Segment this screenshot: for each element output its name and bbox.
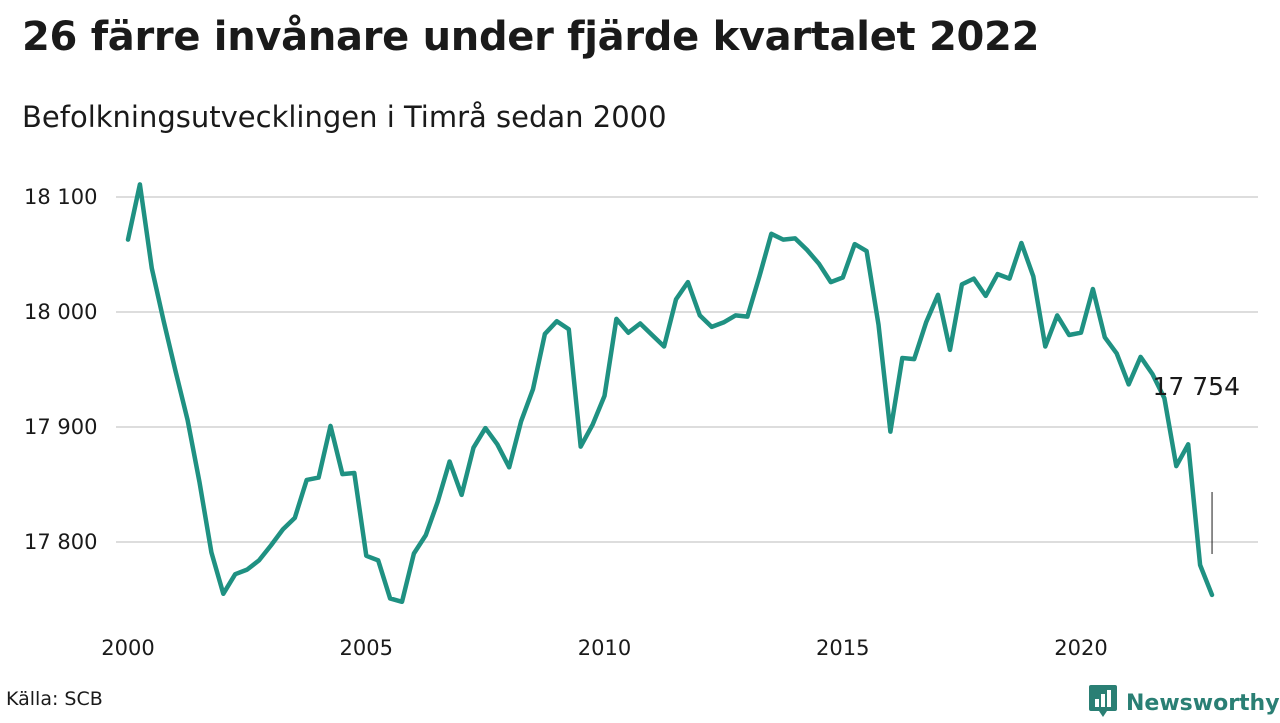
y-tick-label: 17 800 (24, 530, 97, 554)
chart-subtitle: Befolkningsutvecklingen i Timrå sedan 20… (22, 100, 667, 134)
y-axis-ticks: 17 800 17 900 18 000 18 100 (24, 185, 97, 554)
x-tick-label: 2005 (340, 636, 393, 660)
series-layer (125, 182, 1215, 605)
x-tick-label: 2000 (101, 636, 154, 660)
bar-chart-speech-bubble-icon (1088, 683, 1118, 723)
chart-title: 26 färre invånare under fjärde kvartalet… (22, 14, 1040, 60)
annotation-layer: 17 754 (1153, 372, 1240, 554)
x-tick-label: 2015 (816, 636, 869, 660)
population-series-line (125, 182, 1215, 605)
brand-logo[interactable]: Newsworthy (1088, 683, 1280, 723)
y-tick-label: 18 000 (24, 300, 97, 324)
x-axis-ticks: 2000 2005 2010 2015 2020 (101, 636, 1107, 660)
x-tick-label: 2020 (1054, 636, 1107, 660)
last-value-annotation: 17 754 (1153, 372, 1240, 401)
y-tick-label: 18 100 (24, 185, 97, 209)
y-tick-label: 17 900 (24, 415, 97, 439)
grid-lines (116, 196, 1258, 543)
source-label: Källa: SCB (6, 688, 103, 710)
x-tick-label: 2010 (578, 636, 631, 660)
brand-name: Newsworthy (1126, 690, 1280, 716)
